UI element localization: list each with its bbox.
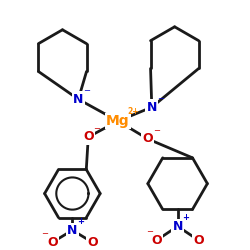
- Text: O: O: [83, 130, 94, 143]
- Text: N: N: [172, 220, 183, 233]
- Text: Mg: Mg: [106, 114, 130, 128]
- Text: −: −: [146, 227, 153, 236]
- Text: N: N: [67, 224, 78, 237]
- Text: O: O: [87, 236, 98, 249]
- Text: N: N: [146, 101, 157, 114]
- Text: N: N: [73, 93, 84, 106]
- Text: −: −: [93, 124, 100, 133]
- Text: −: −: [153, 126, 160, 135]
- Text: +: +: [182, 213, 190, 222]
- Text: O: O: [193, 234, 204, 247]
- Text: −: −: [157, 94, 164, 103]
- Text: O: O: [142, 132, 153, 145]
- Text: 2+: 2+: [127, 107, 138, 116]
- Text: −: −: [42, 229, 48, 238]
- Text: O: O: [47, 236, 58, 249]
- Text: −: −: [83, 86, 90, 95]
- Text: O: O: [152, 234, 162, 247]
- Text: +: +: [77, 217, 84, 226]
